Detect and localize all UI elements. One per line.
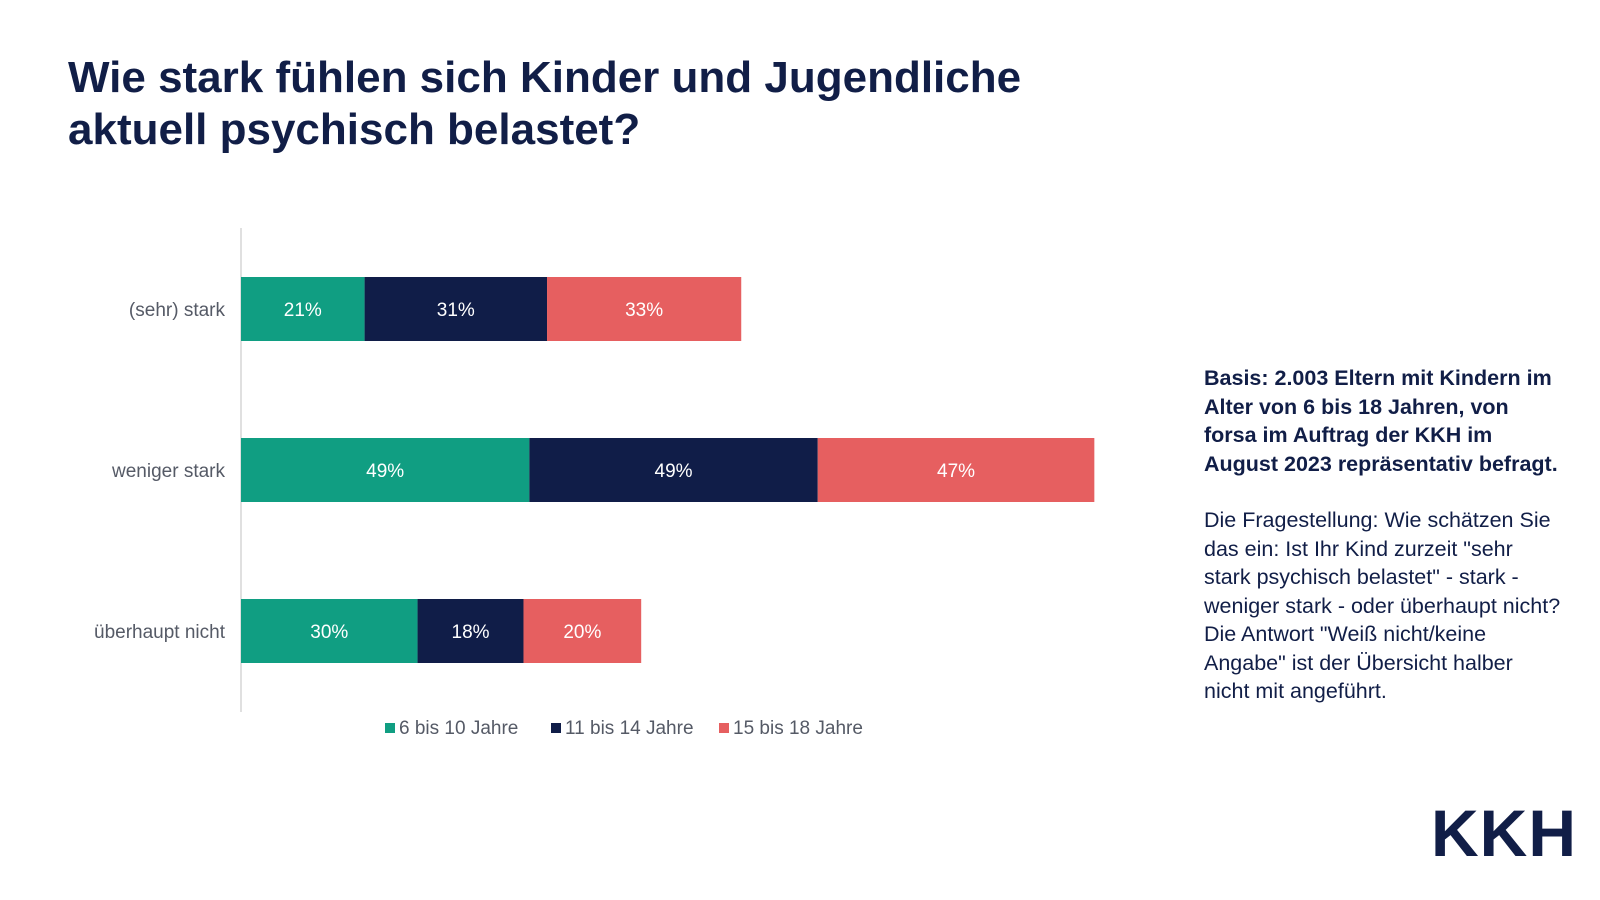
chart-title-line-1: Wie stark fühlen sich Kinder und Jugendl… bbox=[68, 53, 1022, 102]
legend-label: 15 bis 18 Jahre bbox=[733, 718, 863, 739]
bar-segment bbox=[241, 599, 418, 663]
bar-segment bbox=[417, 599, 524, 663]
bar-value-label: 49% bbox=[655, 461, 693, 482]
kkh-logo: KKH bbox=[1431, 796, 1577, 870]
legend-label: 6 bis 10 Jahre bbox=[399, 718, 518, 739]
bar-segment bbox=[241, 438, 530, 502]
legend-label: 11 bis 14 Jahre bbox=[565, 718, 694, 739]
bar-value-label: 18% bbox=[452, 622, 490, 643]
bar-segment bbox=[241, 277, 365, 341]
bar-value-label: 20% bbox=[563, 622, 601, 643]
bar-value-label: 21% bbox=[284, 300, 322, 321]
chart-title-line-2: aktuell psychisch belastet? bbox=[68, 105, 641, 154]
bar-value-label: 33% bbox=[625, 300, 663, 321]
bar-segment bbox=[817, 438, 1095, 502]
category-label: überhaupt nicht bbox=[94, 622, 226, 643]
stacked-bar-chart: (sehr) stark 21% 31% 33% weniger stark 49% 49%… bbox=[94, 228, 1095, 739]
bar-value-label: 31% bbox=[437, 300, 475, 321]
legend-swatch bbox=[719, 723, 729, 733]
bar-value-label: 30% bbox=[310, 622, 348, 643]
legend-swatch bbox=[385, 723, 395, 733]
survey-note: Basis: 2.003 Eltern mit Kindern im Alter… bbox=[1204, 364, 1564, 706]
bar-segment bbox=[523, 599, 642, 663]
chart-title: Wie stark fühlen sich Kinder und Jugendl… bbox=[68, 52, 1168, 156]
survey-basis-text: Basis: 2.003 Eltern mit Kindern im Alter… bbox=[1204, 366, 1558, 476]
bar-segment bbox=[547, 277, 742, 341]
bar-segment bbox=[529, 438, 818, 502]
legend-swatch bbox=[551, 723, 561, 733]
category-label: weniger stark bbox=[111, 461, 225, 482]
bar-value-label: 49% bbox=[366, 461, 404, 482]
survey-question-text: Die Fragestellung: Wie schätzen Sie das … bbox=[1204, 508, 1561, 703]
category-label: (sehr) stark bbox=[129, 300, 226, 321]
bar-segment bbox=[364, 277, 548, 341]
bar-value-label: 47% bbox=[937, 461, 975, 482]
